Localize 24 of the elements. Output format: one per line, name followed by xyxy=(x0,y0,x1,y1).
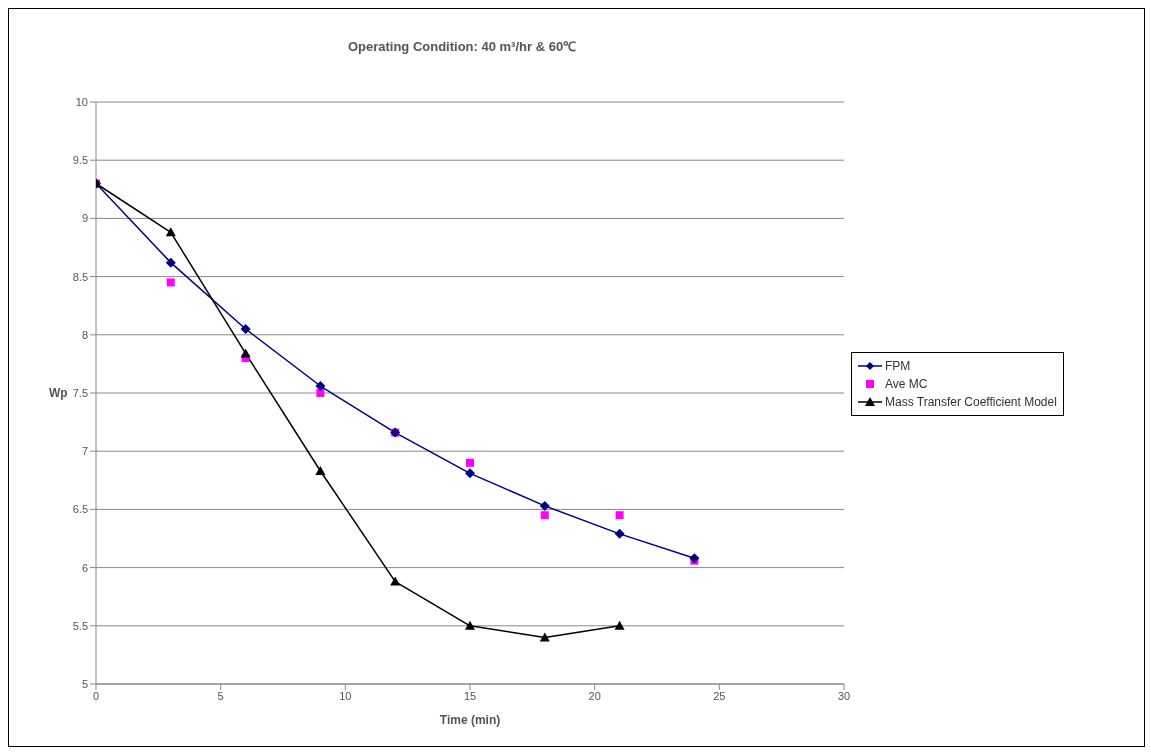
legend-label: FPM xyxy=(885,359,911,373)
chart-title: Operating Condition: 40 m³/hr & 60℃ xyxy=(346,38,578,55)
y-axis-title: Wp xyxy=(49,386,68,401)
legend-label: Ave MC xyxy=(885,377,928,391)
y-tick-label: 6 xyxy=(81,561,88,574)
y-tick-label: 5.5 xyxy=(72,619,88,632)
y-tick-label: 6.5 xyxy=(72,503,88,516)
legend-label: Mass Transfer Coefficient Model xyxy=(885,395,1057,409)
y-tick-label: 8 xyxy=(81,328,88,341)
y-tick-label: 7.5 xyxy=(72,386,88,399)
y-tick-label: 7 xyxy=(81,445,88,458)
x-tick-label: 5 xyxy=(217,689,224,702)
y-tick-label: 5 xyxy=(81,677,88,690)
y-tick-label: 9.5 xyxy=(72,154,88,167)
x-tick-label: 30 xyxy=(837,689,851,702)
y-tick-label: 8.5 xyxy=(72,270,88,283)
x-tick-label: 25 xyxy=(713,689,726,702)
x-tick-label: 10 xyxy=(339,689,352,702)
y-tick-label: 10 xyxy=(75,95,88,108)
x-axis-title: Time (min) xyxy=(439,713,501,727)
x-tick-label: 0 xyxy=(92,689,100,702)
x-tick-label: 15 xyxy=(463,689,477,702)
y-tick-label: 9 xyxy=(81,212,88,225)
x-tick-label: 20 xyxy=(588,689,601,702)
